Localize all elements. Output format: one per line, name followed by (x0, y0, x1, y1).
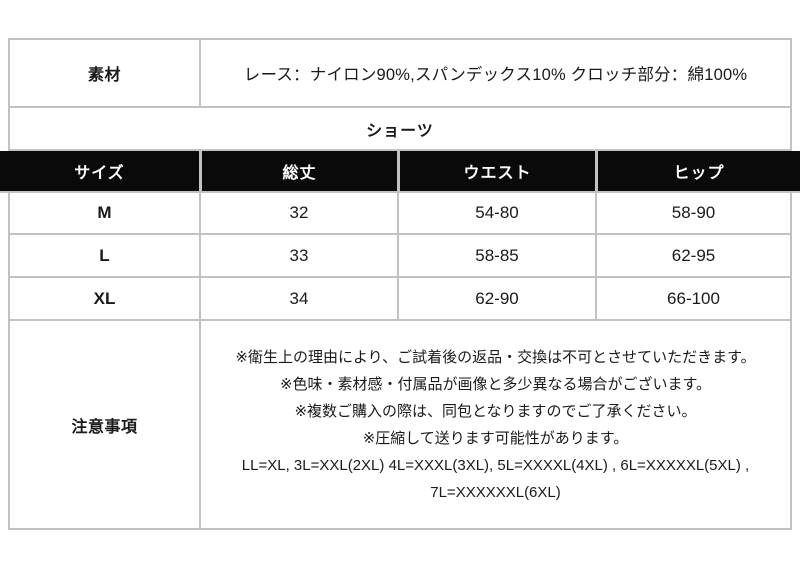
size-name-cell: M (97, 203, 112, 222)
category-row: ショーツ (8, 108, 792, 151)
waist-cell: 62-90 (397, 278, 595, 319)
size-table-header-row: サイズ 総丈 ウエスト ヒップ (0, 151, 800, 193)
length-cell: 33 (199, 235, 397, 276)
material-row: 素材 レース：ナイロン90%,スパンデックス10% クロッチ部分：綿100% (8, 38, 792, 108)
waist-cell: 58-85 (397, 235, 595, 276)
notes-line: ※複数ご購入の際は、同包となりますのでご了承ください。 (294, 402, 697, 420)
notes-line: ※衛生上の理由により、ご試着後の返品・交換は不可とさせていただきます。 (235, 348, 756, 366)
header-waist: ウエスト (397, 151, 595, 191)
size-name-cell: L (99, 245, 110, 265)
notes-line: 7L=XXXXXXL(6XL) (430, 483, 561, 501)
material-value: レース：ナイロン90%,スパンデックス10% クロッチ部分：綿100% (199, 40, 790, 106)
waist-cell: 54-80 (397, 193, 595, 233)
hip-cell: 62-95 (595, 235, 790, 276)
size-spec-table: 素材 レース：ナイロン90%,スパンデックス10% クロッチ部分：綿100% シ… (0, 38, 800, 530)
notes-line: LL=XL, 3L=XXL(2XL) 4L=XXXL(3XL), 5L=XXXX… (241, 456, 750, 474)
hip-cell: 58-90 (595, 193, 790, 233)
length-cell: 34 (199, 278, 397, 319)
material-label: 素材 (87, 67, 121, 84)
header-total-length: 総丈 (199, 151, 397, 191)
notes-label: 注意事項 (71, 418, 138, 436)
length-cell: 32 (199, 193, 397, 233)
category-title: ショーツ (366, 122, 434, 140)
notes-text-block: ※衛生上の理由により、ご試着後の返品・交換は不可とさせていただきます。 ※色味・… (201, 344, 790, 506)
notes-cell: ※衛生上の理由により、ご試着後の返品・交換は不可とさせていただきます。 ※色味・… (199, 321, 790, 528)
header-hip: ヒップ (595, 151, 800, 191)
table-row-m: M 32 54-80 58-90 (8, 193, 792, 235)
size-name-cell: XL (93, 288, 116, 308)
table-row-xl: XL 34 62-90 66-100 (8, 278, 792, 321)
table-row-l: L 33 58-85 62-95 (8, 235, 792, 278)
hip-cell: 66-100 (595, 278, 790, 319)
header-size: サイズ (74, 165, 125, 182)
notes-line: ※色味・素材感・付属品が画像と多少異なる場合がございます。 (279, 375, 712, 393)
notes-row: 注意事項 ※衛生上の理由により、ご試着後の返品・交換は不可とさせていただきます。… (8, 321, 792, 530)
notes-line: ※圧縮して送ります可能性があります。 (362, 429, 629, 447)
